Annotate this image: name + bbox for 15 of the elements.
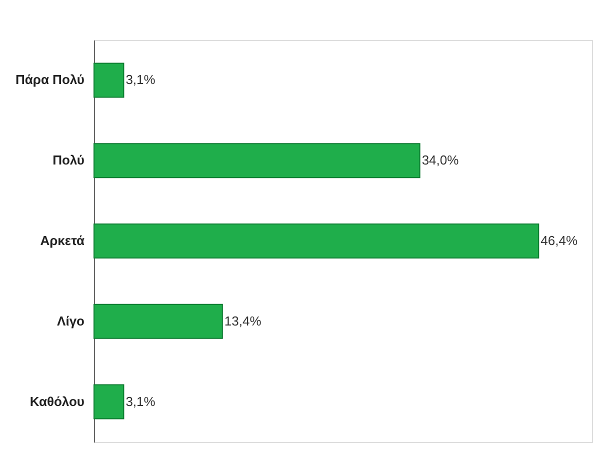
bar <box>94 143 420 178</box>
bar <box>94 224 540 258</box>
bar <box>94 62 124 98</box>
bar <box>94 384 124 420</box>
y-tick-label: Καθόλου <box>30 394 85 409</box>
y-tick-label: Πάρα Πολύ <box>16 72 85 88</box>
data-label: 3,1% <box>126 72 156 88</box>
y-tick-label: Αρκετά <box>40 233 85 248</box>
data-label: 34,0% <box>422 152 460 168</box>
bar <box>94 304 223 339</box>
data-label: 13,4% <box>224 313 262 328</box>
y-tick-label: Λίγο <box>57 313 85 328</box>
data-label: 46,4% <box>540 233 578 248</box>
y-tick-label: Πολύ <box>52 152 85 168</box>
data-label: 3,1% <box>126 394 156 409</box>
